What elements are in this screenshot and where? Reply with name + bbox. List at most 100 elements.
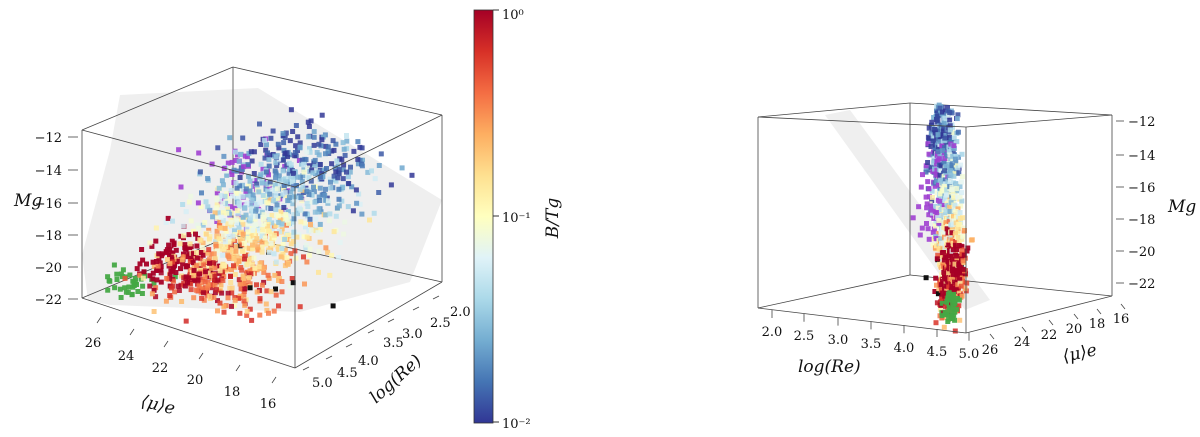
- left-data-point: [250, 192, 256, 198]
- left-data-point: [236, 259, 242, 265]
- left-data-point: [311, 160, 317, 166]
- left-data-point: [336, 167, 342, 173]
- left-data-point: [185, 279, 190, 285]
- left-data-point: [190, 260, 196, 266]
- left-data-point: [218, 225, 224, 231]
- left-data-point: [245, 222, 251, 228]
- right-data-point: [934, 179, 940, 185]
- left-data-point: [303, 157, 309, 163]
- left-data-point: [237, 183, 242, 189]
- right-y-tick: 16: [1113, 312, 1130, 327]
- right-data-point: [943, 163, 949, 169]
- left-data-point: [285, 154, 290, 160]
- right-data-point: [947, 209, 953, 214]
- left-data-point: [351, 148, 357, 154]
- right-z-tick: −18: [1128, 213, 1155, 228]
- left-data-point: [249, 158, 255, 164]
- right-data-point: [949, 264, 955, 270]
- left-data-point: [262, 137, 268, 143]
- right-data-point: [946, 258, 952, 264]
- axis-tick-mark: [345, 343, 353, 348]
- right-data-point: [934, 151, 940, 157]
- left-data-point: [254, 289, 260, 295]
- right-data-point: [949, 253, 955, 259]
- left-data-point: [329, 161, 335, 167]
- right-data-point: [944, 276, 949, 282]
- right-data-point: [939, 300, 945, 306]
- right-data-point: [955, 116, 960, 122]
- right-data-point: [948, 172, 954, 178]
- right-data-point: [951, 143, 957, 149]
- right-data-point: [950, 270, 956, 276]
- left-data-point: [266, 229, 272, 235]
- right-data-point: [938, 135, 944, 141]
- left-data-point: [244, 200, 250, 206]
- left-data-point: [242, 205, 248, 211]
- right-data-point: [957, 317, 963, 323]
- left-data-point: [259, 233, 265, 239]
- left-data-point: [227, 211, 233, 217]
- right-data-point: [949, 160, 955, 166]
- right-data-point: [959, 275, 965, 281]
- left-data-point: [205, 250, 211, 256]
- right-data-point: [941, 250, 946, 255]
- left-data-point: [350, 208, 356, 214]
- left-data-point: [312, 157, 318, 163]
- left-data-point: [147, 283, 153, 289]
- left-data-point: [275, 247, 281, 253]
- left-data-point: [257, 121, 262, 127]
- left-data-point: [292, 153, 298, 159]
- left-data-point: [220, 210, 226, 216]
- left-data-point: [112, 285, 118, 291]
- left-data-point: [263, 301, 269, 307]
- left-data-point: [204, 263, 210, 269]
- left-data-point: [172, 274, 178, 280]
- left-data-point: [122, 275, 128, 281]
- left-data-point: [266, 157, 272, 163]
- right-tick-marks: [771, 120, 1126, 341]
- left-data-point: [356, 191, 362, 197]
- left-data-point: [228, 219, 234, 225]
- right-data-point: [956, 264, 962, 270]
- left-data-point: [376, 190, 382, 195]
- left-data-point: [206, 239, 212, 245]
- left-data-point: [153, 294, 159, 300]
- left-tick-marks: [68, 136, 440, 384]
- left-y-tick: 2.5: [430, 316, 451, 331]
- right-data-point: [933, 223, 938, 229]
- left-data-point: [205, 285, 210, 291]
- left-data-point: [211, 251, 217, 257]
- left-data-point: [271, 232, 277, 238]
- right-data-point: [954, 285, 959, 291]
- left-data-point: [180, 202, 186, 207]
- left-data-point: [219, 290, 225, 296]
- left-data-point: [257, 199, 263, 205]
- left-x-ticks: 26 24 22 20 18 16: [85, 336, 277, 412]
- left-data-point: [246, 245, 252, 251]
- left-data-point: [205, 176, 211, 181]
- right-data-point: [935, 118, 941, 124]
- left-data-point: [151, 287, 157, 293]
- left-data-point: [133, 275, 138, 281]
- left-data-point: [336, 171, 342, 177]
- left-data-point: [163, 298, 169, 304]
- left-data-point: [207, 294, 213, 299]
- left-data-point: [325, 144, 331, 150]
- left-data-point: [172, 289, 178, 295]
- left-data-point: [222, 225, 228, 231]
- right-data-point: [946, 149, 952, 155]
- right-data-point: [954, 306, 960, 312]
- right-data-point: [957, 280, 963, 286]
- right-data-point: [950, 276, 956, 282]
- left-data-point: [289, 276, 295, 281]
- left-data-point: [129, 291, 135, 297]
- right-data-point: [932, 130, 938, 136]
- right-x-tick: 4.0: [894, 341, 915, 356]
- right-data-point: [954, 253, 960, 259]
- right-data-point: [941, 269, 947, 275]
- left-data-point: [159, 251, 165, 257]
- left-data-point: [243, 212, 249, 218]
- left-data-point: [315, 209, 321, 215]
- left-x-tick: 24: [118, 349, 135, 364]
- left-data-point: [220, 218, 226, 224]
